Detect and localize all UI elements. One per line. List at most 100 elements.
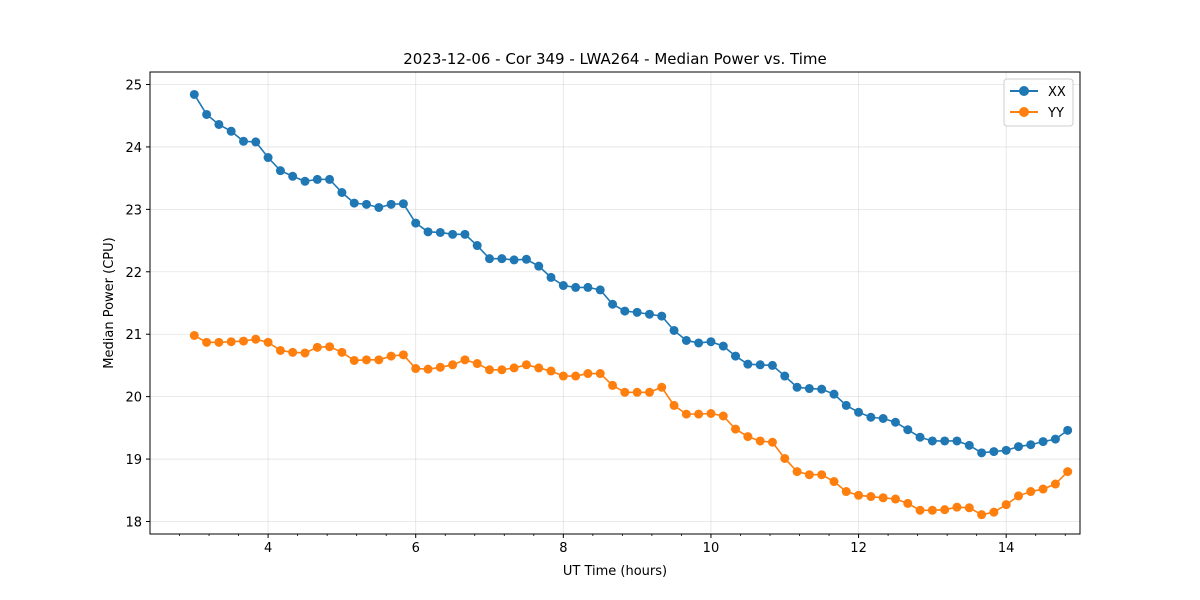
data-point-yy — [915, 505, 925, 515]
data-point-yy — [546, 366, 556, 376]
data-point-xx — [964, 440, 974, 450]
data-point-yy — [312, 342, 322, 352]
data-point-yy — [890, 494, 900, 504]
data-point-xx — [780, 371, 790, 381]
data-point-xx — [841, 400, 851, 410]
x-tick-label: 4 — [264, 541, 272, 556]
data-point-yy — [472, 359, 482, 369]
x-tick-label: 8 — [559, 541, 567, 556]
data-point-xx — [571, 282, 581, 292]
data-point-yy — [349, 355, 359, 365]
data-point-yy — [595, 369, 605, 379]
data-point-yy — [952, 502, 962, 512]
data-point-xx — [546, 272, 556, 282]
data-point-yy — [780, 453, 790, 463]
data-point-yy — [411, 364, 421, 374]
data-point-xx — [694, 338, 704, 348]
data-point-xx — [706, 337, 716, 347]
y-tick-label: 18 — [125, 516, 142, 531]
data-point-xx — [792, 382, 802, 392]
data-point-xx — [657, 311, 667, 321]
y-tick-label: 25 — [125, 78, 142, 93]
x-axis: 4 6 8 10 12 14 — [179, 534, 1066, 556]
data-point-yy — [804, 470, 814, 480]
data-point-xx — [583, 282, 593, 292]
chart-title: 2023-12-06 - Cor 349 - LWA264 - Median P… — [403, 50, 827, 68]
data-point-xx — [521, 254, 531, 264]
plot-frame — [149, 71, 1081, 535]
data-point-xx — [977, 448, 987, 458]
data-point-yy — [620, 387, 630, 397]
y-tick-label: 22 — [125, 266, 142, 281]
data-point-xx — [681, 335, 691, 345]
data-point-xx — [743, 359, 753, 369]
data-point-xx — [226, 126, 236, 136]
data-point-yy — [325, 342, 335, 352]
data-point-yy — [1014, 491, 1024, 501]
data-point-xx — [214, 119, 224, 129]
data-point-yy — [608, 380, 618, 390]
data-point-yy — [989, 507, 999, 517]
data-point-yy — [1038, 484, 1048, 494]
data-point-yy — [632, 387, 642, 397]
data-point-xx — [755, 360, 765, 370]
data-point-yy — [275, 345, 285, 355]
data-point-yy — [829, 477, 839, 487]
data-point-yy — [226, 337, 236, 347]
data-point-xx — [263, 153, 273, 163]
data-point-xx — [608, 299, 618, 309]
data-point-xx — [644, 309, 654, 319]
data-point-xx — [275, 166, 285, 176]
data-point-xx — [386, 199, 396, 209]
data-point-yy — [903, 498, 913, 508]
data-point-xx — [940, 436, 950, 446]
data-point-yy — [485, 365, 495, 375]
data-point-yy — [755, 436, 765, 446]
x-tick-label: 12 — [850, 541, 867, 556]
data-point-xx — [817, 384, 827, 394]
data-point-yy — [817, 470, 827, 480]
data-point-xx — [423, 227, 433, 237]
data-point-yy — [977, 510, 987, 520]
data-point-yy — [694, 409, 704, 419]
x-tick-label: 10 — [703, 541, 720, 556]
data-point-xx — [595, 285, 605, 295]
data-point-yy — [374, 355, 384, 365]
data-point-yy — [571, 371, 581, 381]
data-point-yy — [743, 432, 753, 442]
data-point-yy — [386, 351, 396, 361]
data-point-yy — [1063, 467, 1073, 477]
legend-label-xx: XX — [1048, 85, 1066, 100]
data-point-xx — [558, 281, 568, 291]
data-point-xx — [903, 425, 913, 435]
legend-label-yy: YY — [1047, 106, 1064, 121]
data-point-xx — [300, 176, 310, 186]
y-tick-label: 20 — [125, 391, 142, 406]
data-point-xx — [325, 174, 335, 184]
data-point-xx — [1063, 425, 1073, 435]
data-point-yy — [448, 360, 458, 370]
data-point-xx — [485, 254, 495, 264]
data-point-xx — [669, 325, 679, 335]
data-point-xx — [632, 307, 642, 317]
data-point-yy — [435, 362, 445, 372]
data-point-yy — [841, 487, 851, 497]
data-point-yy — [866, 492, 876, 502]
data-point-yy — [583, 369, 593, 379]
data-point-xx — [361, 199, 371, 209]
data-point-xx — [731, 351, 741, 361]
data-point-yy — [263, 337, 273, 347]
data-point-xx — [288, 171, 298, 181]
data-point-xx — [398, 199, 408, 209]
data-point-xx — [1014, 442, 1024, 452]
data-point-yy — [1026, 487, 1036, 497]
data-point-xx — [1050, 434, 1060, 444]
data-point-xx — [1026, 440, 1036, 450]
data-point-yy — [202, 337, 212, 347]
data-point-xx — [804, 384, 814, 394]
data-point-yy — [300, 348, 310, 358]
data-point-yy — [398, 350, 408, 360]
data-point-xx — [251, 137, 261, 147]
data-point-xx — [829, 389, 839, 399]
